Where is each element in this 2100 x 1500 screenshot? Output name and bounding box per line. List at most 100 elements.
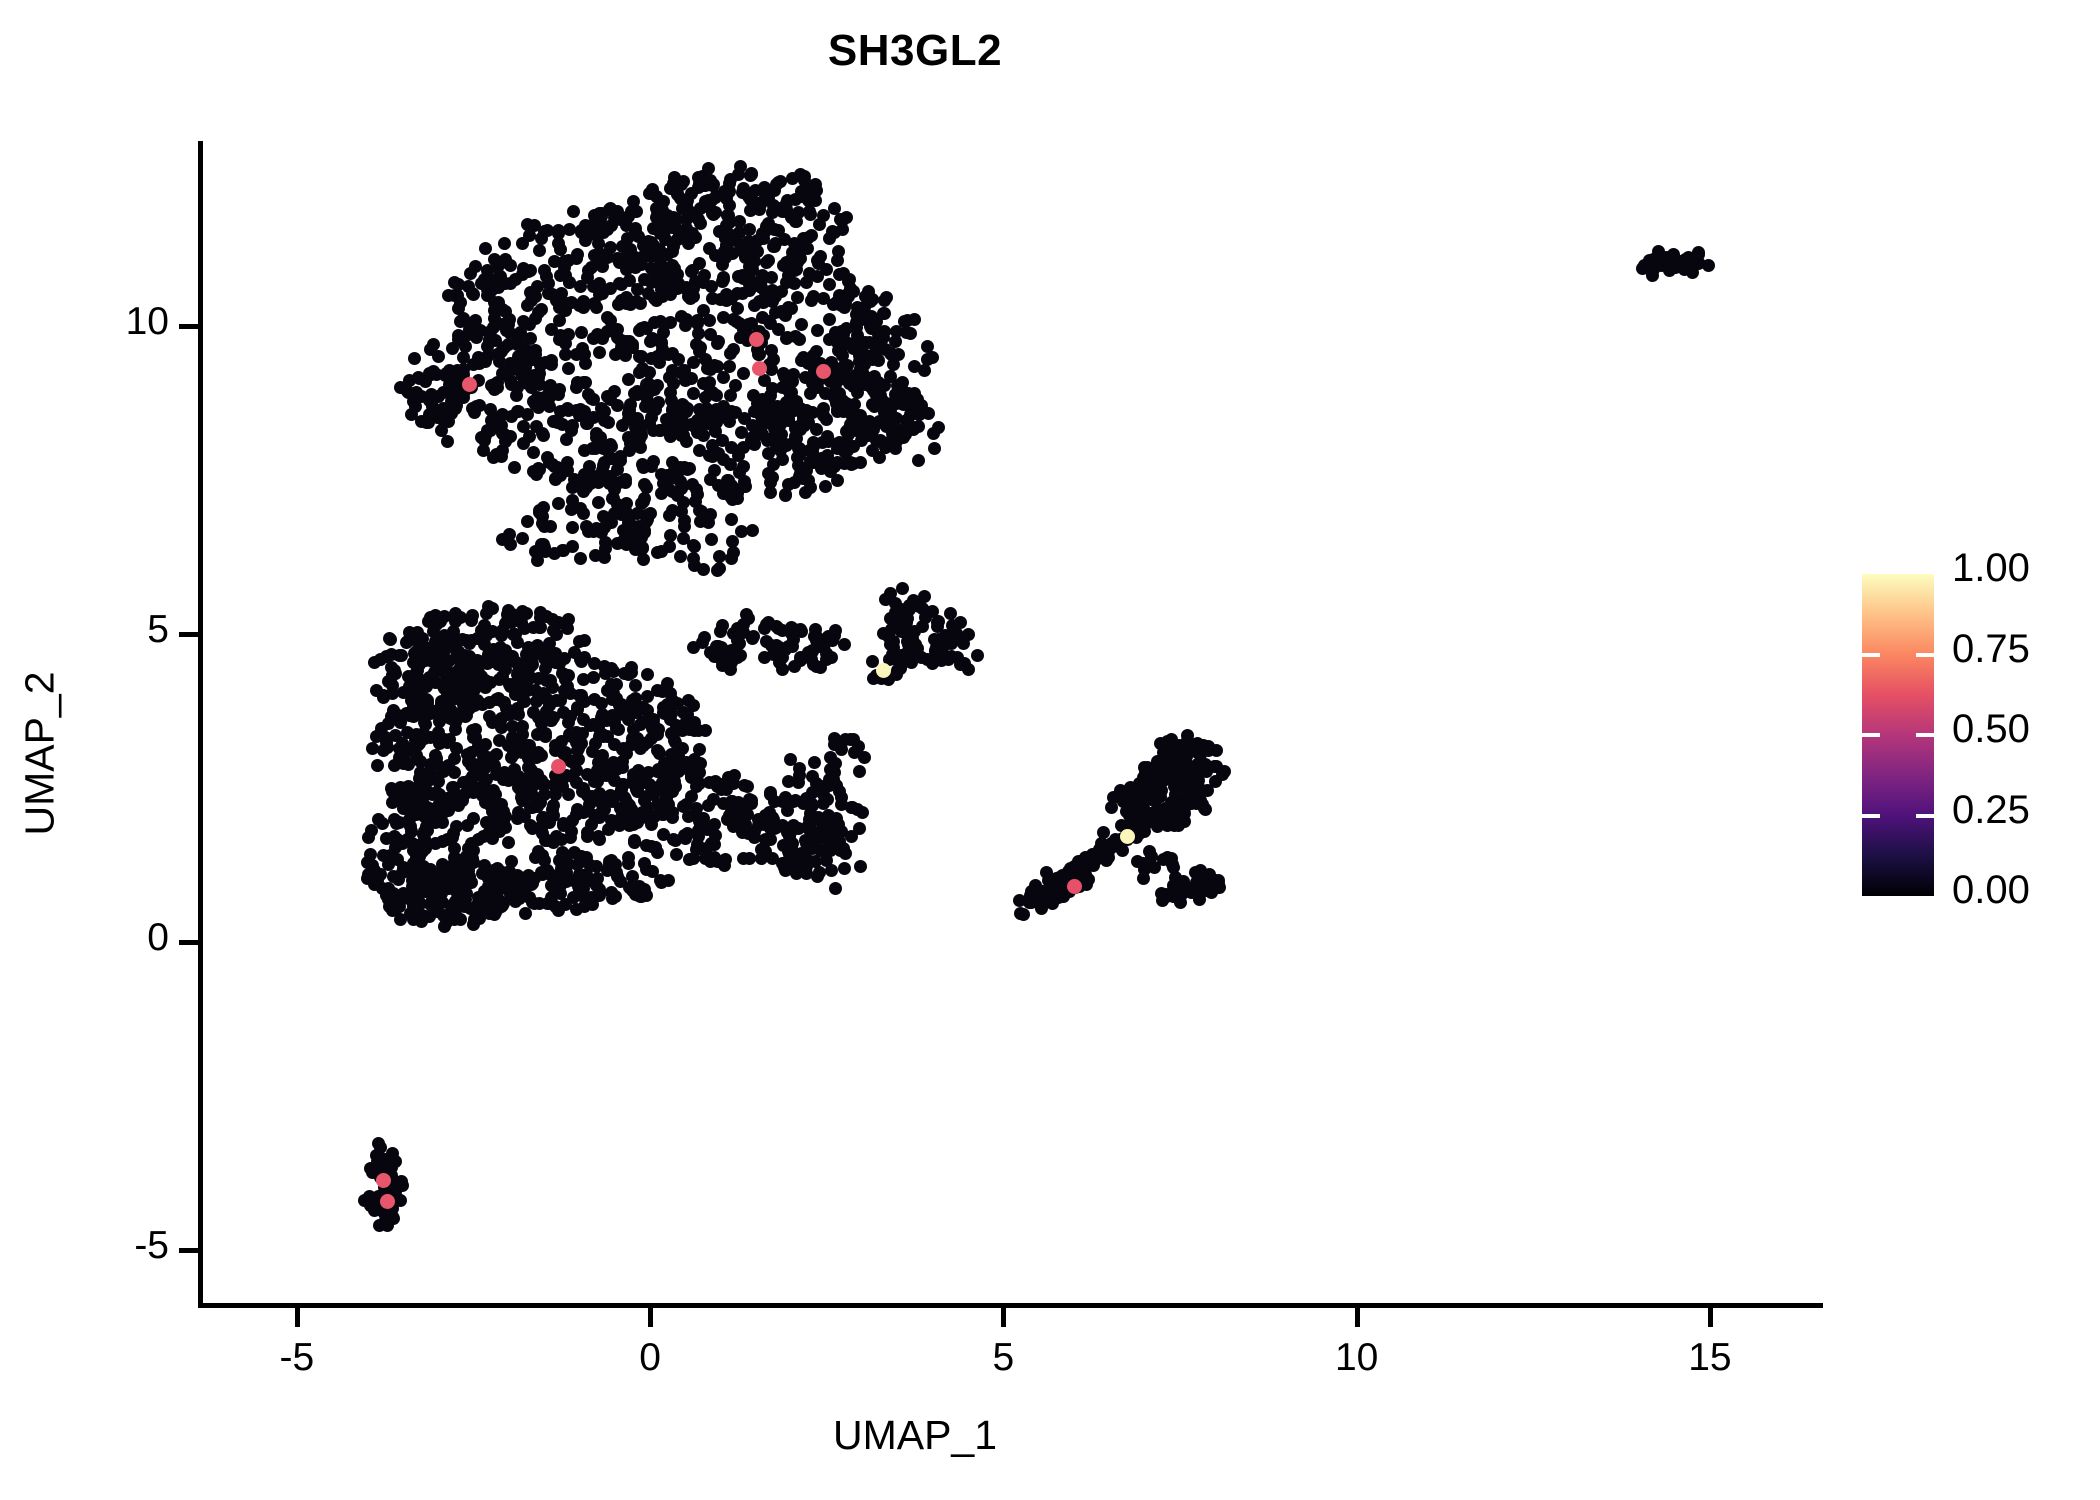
colorbar-tick-mark (1916, 652, 1934, 657)
scatter-point (580, 892, 594, 906)
scatter-point (531, 306, 545, 320)
scatter-point (746, 631, 760, 645)
scatter-point (811, 323, 825, 337)
scatter-point (565, 540, 579, 554)
scatter-point (1701, 258, 1715, 272)
scatter-point (687, 281, 701, 295)
scatter-point (794, 625, 808, 639)
scatter-point (571, 873, 585, 887)
scatter-point (689, 762, 703, 776)
scatter-point (766, 851, 780, 865)
scatter-point (900, 313, 914, 327)
scatter-point (630, 204, 644, 218)
scatter-point (559, 432, 573, 446)
scatter-point (895, 581, 909, 595)
scatter-point (598, 550, 612, 564)
scatter-point (413, 868, 427, 882)
scatter-point (1087, 850, 1101, 864)
scatter-point (703, 173, 717, 187)
scatter-point (793, 251, 807, 265)
scatter-point (685, 226, 699, 240)
scatter-point (858, 336, 872, 350)
y-tick-mark (179, 939, 198, 945)
scatter-point (792, 768, 806, 782)
scatter-point (651, 545, 665, 559)
scatter-point (419, 693, 433, 707)
scatter-point (654, 335, 668, 349)
scatter-point (443, 702, 457, 716)
scatter-point (870, 434, 884, 448)
scatter-point (485, 624, 499, 638)
scatter-point (718, 779, 732, 793)
scatter-point (565, 521, 579, 535)
scatter-point (802, 190, 816, 204)
x-tick-mark (648, 1308, 654, 1327)
colorbar-tick-label: 0.25 (1952, 787, 2030, 832)
colorbar-tick-label: 0.50 (1952, 707, 2030, 751)
scatter-point (396, 1178, 410, 1192)
scatter-point (713, 561, 727, 575)
scatter-point (583, 718, 597, 732)
scatter-point (498, 237, 512, 251)
scatter-point (831, 245, 845, 259)
scatter-point (551, 497, 565, 511)
scatter-point (889, 652, 903, 666)
scatter-point (604, 515, 618, 529)
scatter-point (816, 209, 830, 223)
scatter-point (1137, 871, 1151, 885)
scatter-point (709, 189, 723, 203)
scatter-point (550, 758, 566, 774)
scatter-point (764, 362, 778, 376)
scatter-point (644, 352, 658, 366)
scatter-point (504, 377, 518, 391)
scatter-point (846, 733, 860, 747)
scatter-point (682, 693, 696, 707)
scatter-point (877, 406, 891, 420)
scatter-point (456, 390, 470, 404)
scatter-point (534, 358, 548, 372)
scatter-point (736, 322, 750, 336)
scatter-point (504, 430, 518, 444)
scatter-point (1166, 857, 1180, 871)
scatter-point (645, 261, 659, 275)
scatter-point (597, 414, 611, 428)
scatter-point (600, 443, 614, 457)
scatter-point (593, 346, 607, 360)
scatter-point (838, 637, 852, 651)
scatter-point (559, 347, 573, 361)
scatter-point (578, 854, 592, 868)
scatter-point (392, 648, 406, 662)
scatter-point (880, 419, 894, 433)
x-tick-label: -5 (279, 1336, 315, 1379)
scatter-point (705, 533, 718, 546)
scatter-point (408, 352, 422, 366)
scatter-point (510, 389, 524, 403)
scatter-point (1106, 839, 1120, 853)
scatter-point (662, 509, 676, 523)
scatter-point (723, 360, 737, 374)
colorbar-tick-mark (1862, 652, 1880, 657)
scatter-point (726, 546, 740, 560)
scatter-point (379, 1194, 395, 1210)
scatter-point (499, 324, 513, 338)
scatter-point (938, 650, 952, 664)
scatter-point (932, 421, 946, 435)
scatter-point (708, 464, 722, 478)
scatter-point (406, 913, 420, 927)
scatter-point (780, 330, 794, 344)
scatter-point (522, 640, 536, 654)
scatter-point (847, 285, 861, 299)
scatter-point (1151, 820, 1165, 834)
scatter-point (758, 622, 772, 636)
scatter-point (912, 407, 926, 421)
scatter-point (516, 883, 530, 897)
scatter-point (673, 549, 687, 563)
scatter-point (1185, 777, 1199, 791)
scatter-point (1030, 885, 1044, 899)
scatter-point (643, 335, 657, 349)
y-tick-label: -5 (134, 1223, 169, 1267)
scatter-point (684, 264, 698, 278)
scatter-point (596, 730, 610, 744)
scatter-point (588, 692, 602, 706)
scatter-point (800, 355, 814, 369)
